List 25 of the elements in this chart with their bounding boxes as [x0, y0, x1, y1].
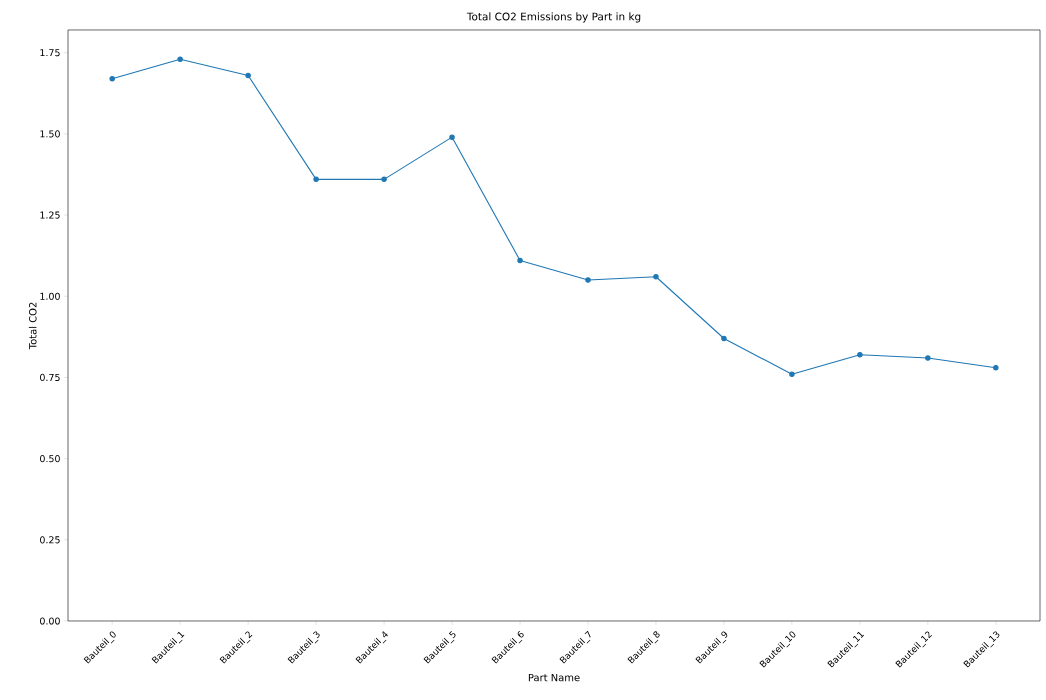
point [585, 277, 591, 283]
point [993, 364, 999, 371]
point [857, 351, 863, 358]
y-axis-title: Total CO2 [28, 302, 37, 350]
y-tick-label: 1.25 [40, 211, 60, 219]
y-tick-label: 0.50 [40, 455, 60, 463]
chart-title: Total CO2 Emissions by Part in kg [466, 12, 641, 23]
point [381, 176, 387, 183]
y-tick-label: 1.50 [40, 130, 60, 138]
y-tick-label: 0.00 [40, 617, 60, 625]
point [177, 56, 183, 62]
x-axis-title: Part Name [528, 673, 580, 682]
point [789, 371, 795, 377]
y-tick-label: 1.75 [40, 49, 60, 57]
point [517, 257, 523, 264]
point [245, 72, 251, 79]
point [653, 274, 659, 280]
point [449, 134, 455, 140]
point [109, 75, 115, 82]
y-tick-label: 1.00 [40, 292, 60, 300]
point [721, 335, 727, 342]
y-tick-label: 0.75 [40, 373, 60, 382]
point [925, 355, 931, 361]
y-tick-label: 0.25 [40, 536, 60, 544]
point [313, 176, 319, 183]
